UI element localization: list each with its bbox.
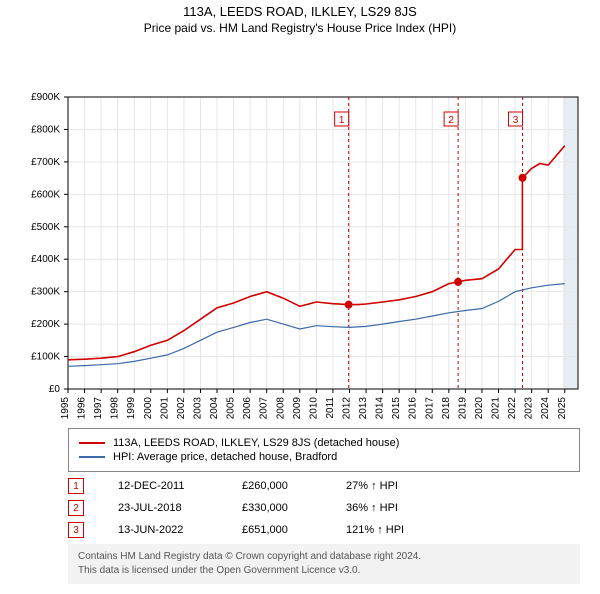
page-subtitle: Price paid vs. HM Land Registry's House …	[0, 21, 600, 35]
svg-text:2004: 2004	[209, 397, 220, 419]
svg-text:£300K: £300K	[31, 287, 60, 298]
sale-pct-3: 121% ↑ HPI	[346, 524, 466, 536]
svg-text:2010: 2010	[308, 397, 319, 419]
svg-text:2019: 2019	[457, 397, 468, 419]
sale-badge-1: 1	[68, 478, 84, 494]
legend-item-subject: 113A, LEEDS ROAD, ILKLEY, LS29 8JS (deta…	[79, 437, 569, 449]
svg-text:2006: 2006	[242, 397, 253, 419]
svg-text:2025: 2025	[557, 397, 568, 419]
svg-text:2002: 2002	[176, 397, 187, 419]
sale-date-1: 12-DEC-2011	[118, 480, 218, 492]
svg-text:1997: 1997	[93, 397, 104, 419]
legend-swatch-hpi	[79, 456, 105, 458]
chart-svg: £0 £100K £200K £300K £400K £500K £600K £700K £80…	[0, 41, 600, 419]
legend-item-hpi: HPI: Average price, detached house, Brad…	[79, 451, 569, 463]
sale-pct-1: 27% ↑ HPI	[346, 480, 466, 492]
svg-text:2000: 2000	[143, 397, 154, 419]
svg-text:2011: 2011	[325, 397, 336, 419]
svg-text:2023: 2023	[524, 397, 535, 419]
sale-price-3: £651,000	[242, 524, 322, 536]
sale-row-2: 2 23-JUL-2018 £330,000 36% ↑ HPI	[68, 500, 580, 516]
legend-swatch-subject	[79, 442, 105, 444]
svg-text:£200K: £200K	[31, 319, 60, 330]
svg-text:2022: 2022	[507, 397, 518, 419]
svg-text:3: 3	[513, 115, 519, 126]
svg-text:2017: 2017	[424, 397, 435, 419]
sale-row-3: 3 13-JUN-2022 £651,000 121% ↑ HPI	[68, 522, 580, 538]
svg-text:£500K: £500K	[31, 222, 60, 233]
svg-text:1999: 1999	[126, 397, 137, 419]
footer-attribution: Contains HM Land Registry data © Crown c…	[68, 544, 580, 584]
svg-text:1995: 1995	[60, 397, 71, 419]
svg-text:1998: 1998	[110, 397, 121, 419]
svg-text:£600K: £600K	[31, 189, 60, 200]
svg-text:2020: 2020	[474, 397, 485, 419]
sale-price-2: £330,000	[242, 502, 322, 514]
footer-line-2: This data is licensed under the Open Gov…	[78, 564, 570, 578]
svg-text:2009: 2009	[292, 397, 303, 419]
svg-text:2024: 2024	[540, 397, 551, 419]
sale-date-3: 13-JUN-2022	[118, 524, 218, 536]
legend-label-hpi: HPI: Average price, detached house, Brad…	[113, 451, 337, 463]
svg-text:2007: 2007	[259, 397, 270, 419]
sale-price-1: £260,000	[242, 480, 322, 492]
svg-text:£700K: £700K	[31, 157, 60, 168]
svg-text:2008: 2008	[275, 397, 286, 419]
sale-row-1: 1 12-DEC-2011 £260,000 27% ↑ HPI	[68, 478, 580, 494]
svg-text:£400K: £400K	[31, 254, 60, 265]
svg-text:2015: 2015	[391, 397, 402, 419]
svg-text:2001: 2001	[159, 397, 170, 419]
svg-text:2014: 2014	[375, 397, 386, 419]
page-title: 113A, LEEDS ROAD, ILKLEY, LS29 8JS	[0, 4, 600, 19]
svg-text:2021: 2021	[491, 397, 502, 419]
chart-legend: 113A, LEEDS ROAD, ILKLEY, LS29 8JS (deta…	[68, 428, 580, 472]
footer-line-1: Contains HM Land Registry data © Crown c…	[78, 550, 570, 564]
svg-text:£800K: £800K	[31, 124, 60, 135]
svg-text:2005: 2005	[226, 397, 237, 419]
sale-badge-3: 3	[68, 522, 84, 538]
svg-text:£900K: £900K	[31, 92, 60, 103]
sales-table: 1 12-DEC-2011 £260,000 27% ↑ HPI 2 23-JU…	[68, 478, 580, 538]
price-chart: £0 £100K £200K £300K £400K £500K £600K £700K £80…	[0, 41, 600, 424]
svg-text:2012: 2012	[341, 397, 352, 419]
svg-text:£0: £0	[49, 384, 61, 395]
sale-date-2: 23-JUL-2018	[118, 502, 218, 514]
svg-text:£100K: £100K	[31, 352, 60, 363]
svg-text:1: 1	[339, 115, 345, 126]
svg-text:2018: 2018	[441, 397, 452, 419]
svg-text:2013: 2013	[358, 397, 369, 419]
svg-text:2: 2	[448, 115, 454, 126]
sale-badge-2: 2	[68, 500, 84, 516]
svg-text:2003: 2003	[192, 397, 203, 419]
sale-pct-2: 36% ↑ HPI	[346, 502, 466, 514]
svg-text:2016: 2016	[408, 397, 419, 419]
legend-label-subject: 113A, LEEDS ROAD, ILKLEY, LS29 8JS (deta…	[113, 437, 399, 449]
svg-text:1996: 1996	[77, 397, 88, 419]
